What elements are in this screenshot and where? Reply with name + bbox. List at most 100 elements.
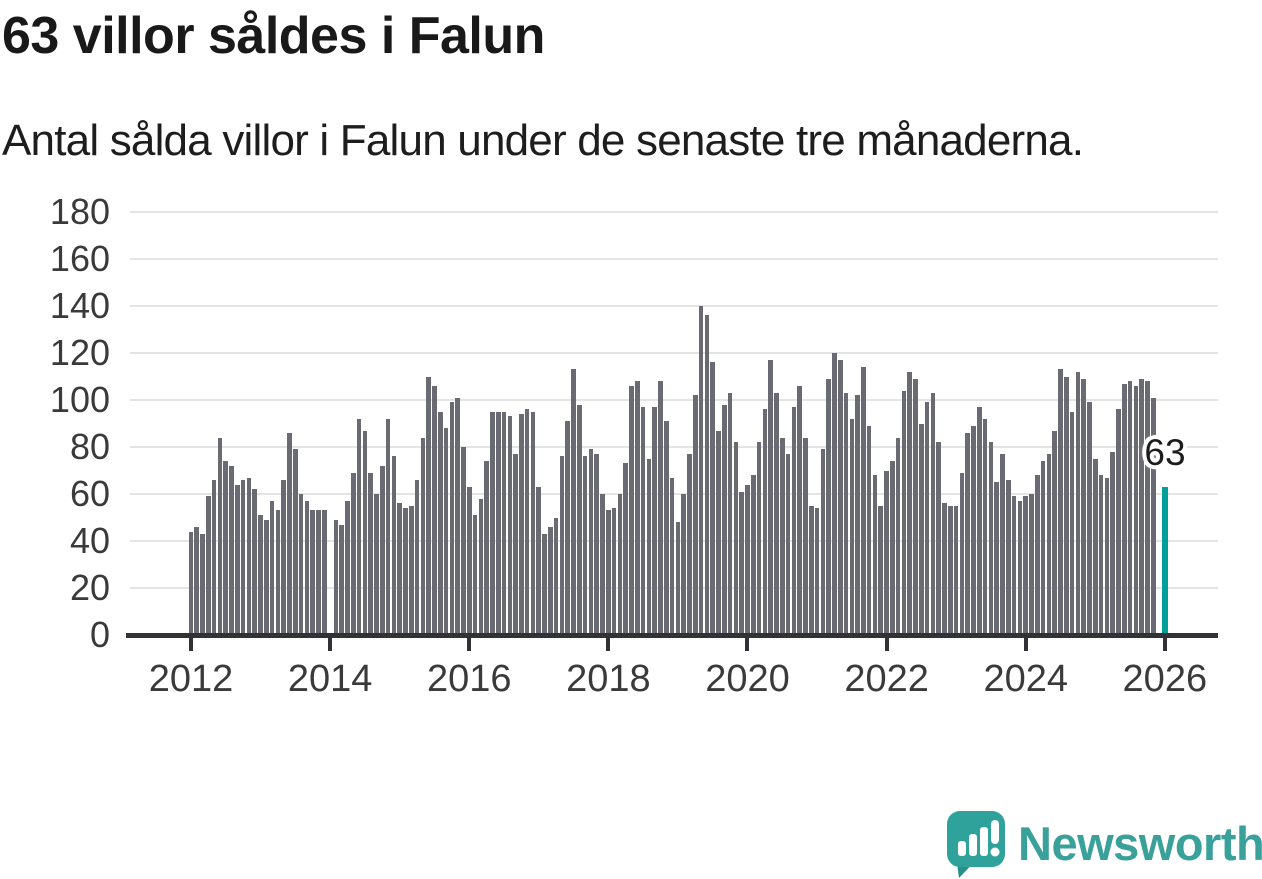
bar [269, 501, 275, 635]
bar [977, 407, 982, 635]
bar [1006, 479, 1011, 635]
bar [617, 494, 623, 635]
y-axis-label: 180 [49, 191, 110, 232]
bar [1087, 402, 1092, 635]
bar [733, 442, 739, 635]
bar [913, 378, 918, 635]
bar [594, 454, 600, 635]
bar [432, 385, 437, 635]
bar [333, 519, 339, 635]
bar [895, 437, 901, 635]
bar [942, 503, 947, 635]
bar [385, 418, 391, 635]
bar [832, 353, 837, 635]
bar [855, 395, 860, 635]
y-axis-label: 60 [69, 473, 110, 514]
bar [513, 454, 518, 635]
bar [994, 482, 999, 635]
bar [484, 461, 489, 635]
bar [930, 392, 936, 635]
bar [391, 456, 397, 635]
bar [814, 508, 820, 635]
bar [571, 369, 576, 635]
bar [1058, 369, 1063, 635]
bar [843, 392, 849, 635]
bar [1104, 477, 1110, 635]
bar [536, 486, 542, 635]
bar [217, 437, 223, 635]
bar [1063, 376, 1069, 635]
bar [293, 449, 298, 635]
bar [1092, 458, 1098, 635]
bar [281, 479, 287, 635]
bar [565, 421, 571, 635]
bar [200, 533, 205, 635]
bar [716, 430, 721, 635]
x-axis-tick [745, 638, 750, 651]
bar [530, 411, 536, 635]
bar [194, 526, 200, 635]
bar [298, 494, 304, 635]
bar [188, 531, 194, 635]
bar [548, 526, 553, 635]
gridline [130, 258, 1218, 260]
bar [750, 475, 756, 635]
bar [803, 437, 808, 635]
bar [692, 395, 698, 635]
y-axis-label: 20 [69, 567, 110, 608]
bar [982, 418, 988, 635]
bar [1121, 383, 1127, 635]
bar [316, 510, 321, 635]
bar [461, 447, 466, 635]
x-axis-label: 2024 [983, 658, 1068, 700]
bar [669, 477, 675, 635]
bar [808, 505, 814, 635]
bar [206, 496, 211, 635]
bar [629, 385, 634, 635]
bar [936, 442, 942, 635]
bar [553, 517, 559, 635]
bar [779, 437, 785, 635]
x-axis-tick [884, 638, 889, 651]
bar [600, 494, 605, 635]
bar [1133, 385, 1139, 635]
bar [495, 411, 501, 635]
bar [472, 515, 478, 635]
x-axis-tick [467, 638, 472, 651]
y-axis-label: 40 [69, 520, 110, 561]
bar [1052, 430, 1057, 635]
x-axis-label: 2026 [1122, 658, 1208, 700]
x-axis-label: 2020 [705, 658, 790, 700]
bar [901, 390, 907, 635]
bar [1075, 371, 1081, 635]
bar [890, 461, 895, 635]
x-axis-tick [606, 638, 611, 651]
bar [727, 392, 733, 635]
x-axis-label: 2022 [844, 658, 929, 700]
bar [443, 428, 449, 635]
newsworthy-logo: Newsworthy [946, 810, 1262, 878]
bar [785, 454, 791, 635]
bar [246, 477, 252, 635]
bar [820, 449, 826, 635]
bar [501, 411, 507, 635]
x-axis-label: 2012 [148, 658, 234, 700]
bar [542, 533, 547, 635]
bar [768, 360, 773, 635]
bar [426, 376, 431, 635]
bar [478, 498, 484, 635]
gridline [130, 446, 1218, 448]
bar [252, 489, 258, 635]
bar [948, 505, 953, 635]
page-subtitle: Antal sålda villor i Falun under de sena… [2, 116, 1084, 165]
bar [582, 456, 588, 635]
bar [710, 362, 715, 635]
bar [826, 378, 831, 635]
x-axis-label: 2018 [566, 658, 651, 700]
bar [1046, 454, 1052, 635]
bar [959, 472, 965, 635]
bar [437, 411, 443, 635]
bar [466, 486, 472, 635]
y-axis-label: 120 [49, 332, 110, 373]
